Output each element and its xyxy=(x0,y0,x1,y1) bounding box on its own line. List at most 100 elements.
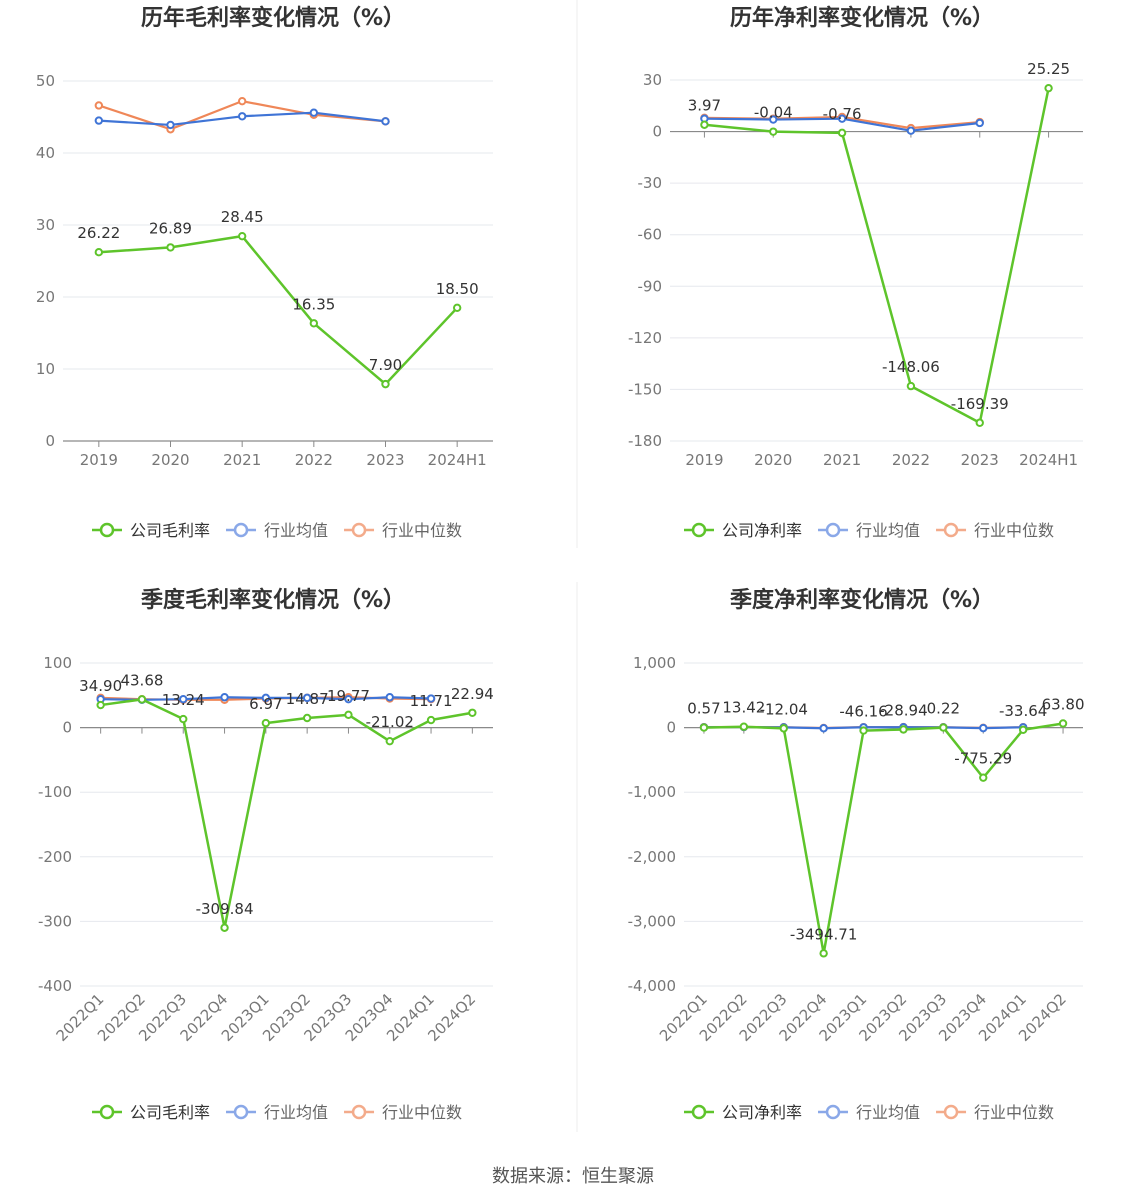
x-tick-label: 2021 xyxy=(223,451,261,469)
legend-item-company[interactable]: 公司净利率 xyxy=(684,521,802,540)
data-point[interactable] xyxy=(426,715,436,725)
data-point[interactable] xyxy=(94,101,104,110)
data-label: 26.89 xyxy=(149,219,192,237)
legend-item-industry-median[interactable]: 行业中位数 xyxy=(936,521,1054,540)
data-label: -169.39 xyxy=(951,395,1009,413)
data-point[interactable] xyxy=(468,708,477,717)
legend-item-industry-average[interactable]: 行业均值 xyxy=(818,1103,920,1122)
data-point[interactable] xyxy=(699,723,709,732)
data-point[interactable] xyxy=(700,120,709,129)
legend-item-industry-average[interactable]: 行业均值 xyxy=(226,1103,328,1122)
data-point[interactable] xyxy=(426,694,436,703)
legend-marker xyxy=(233,1104,249,1120)
data-point[interactable] xyxy=(237,112,247,121)
data-label: 34.90 xyxy=(79,677,122,695)
legend-item-industry-median[interactable]: 行业中位数 xyxy=(344,1103,462,1122)
series-line-company xyxy=(703,722,1064,955)
y-tick-label: -4,000 xyxy=(628,977,676,995)
data-point[interactable] xyxy=(381,117,390,126)
data-point[interactable] xyxy=(309,108,319,117)
data-point[interactable] xyxy=(1018,725,1028,734)
data-point[interactable] xyxy=(302,693,312,703)
chart-title: 季度毛利率变化情况（%） xyxy=(141,587,405,613)
legend-label: 行业均值 xyxy=(856,1103,920,1122)
y-tick-label: 30 xyxy=(643,71,662,89)
data-point[interactable] xyxy=(385,736,394,746)
data-point[interactable] xyxy=(1044,83,1053,93)
data-point[interactable] xyxy=(452,303,462,312)
legend-item-industry-average[interactable]: 行业均值 xyxy=(818,521,920,540)
data-label: -21.02 xyxy=(366,713,414,731)
data-point[interactable] xyxy=(906,126,916,135)
y-tick-label: -60 xyxy=(638,226,663,244)
data-point[interactable] xyxy=(237,231,247,241)
data-point[interactable] xyxy=(166,243,175,252)
x-tick-label: 2022 xyxy=(295,451,333,469)
legend-item-company[interactable]: 公司毛利率 xyxy=(92,1103,210,1122)
data-point[interactable] xyxy=(979,773,988,782)
data-point[interactable] xyxy=(220,693,229,702)
x-tick-label: 2024H1 xyxy=(428,451,487,469)
data-point[interactable] xyxy=(309,319,319,328)
data-point[interactable] xyxy=(859,726,868,735)
data-point[interactable] xyxy=(94,248,104,257)
data-point[interactable] xyxy=(979,723,988,733)
data-point[interactable] xyxy=(739,722,749,731)
data-label: -3494.71 xyxy=(790,925,857,943)
data-point[interactable] xyxy=(137,695,147,704)
legend-item-industry-average[interactable]: 行业均值 xyxy=(226,521,328,540)
legend-label: 公司净利率 xyxy=(722,521,802,540)
chart-title: 季度净利率变化情况（%） xyxy=(730,587,994,613)
data-label: 28.45 xyxy=(221,208,264,226)
data-point[interactable] xyxy=(344,694,353,704)
data-label: -0.76 xyxy=(823,105,862,123)
legend-label: 公司净利率 xyxy=(722,1103,802,1122)
data-point[interactable] xyxy=(344,710,353,720)
data-label: 22.94 xyxy=(451,685,494,703)
data-point[interactable] xyxy=(179,694,188,704)
y-tick-label: 0 xyxy=(652,123,662,141)
y-tick-label: -2,000 xyxy=(628,848,676,866)
data-point[interactable] xyxy=(779,724,788,733)
data-point[interactable] xyxy=(237,96,247,106)
y-tick-label: -3,000 xyxy=(628,912,676,930)
data-point[interactable] xyxy=(975,418,984,427)
data-point[interactable] xyxy=(769,127,778,136)
legend-item-industry-median[interactable]: 行业中位数 xyxy=(936,1103,1054,1122)
legend-marker xyxy=(351,1104,367,1120)
data-point[interactable] xyxy=(906,381,916,391)
data-point[interactable] xyxy=(166,120,175,130)
data-label: -33.64 xyxy=(999,702,1047,720)
data-point[interactable] xyxy=(381,379,390,389)
legend-item-industry-median[interactable]: 行业中位数 xyxy=(344,521,462,540)
data-point[interactable] xyxy=(899,725,908,734)
data-point[interactable] xyxy=(96,700,105,710)
data-point[interactable] xyxy=(819,949,828,958)
data-point[interactable] xyxy=(939,723,948,732)
y-tick-label: -1,000 xyxy=(628,783,676,801)
legend-item-company[interactable]: 公司毛利率 xyxy=(92,521,210,540)
data-point[interactable] xyxy=(220,923,229,932)
data-point[interactable] xyxy=(261,693,271,703)
data-point[interactable] xyxy=(837,114,847,123)
y-tick-label: 30 xyxy=(36,216,55,234)
data-point[interactable] xyxy=(261,718,271,728)
data-point[interactable] xyxy=(975,118,984,128)
legend-item-company[interactable]: 公司净利率 xyxy=(684,1103,802,1122)
data-point[interactable] xyxy=(769,115,778,124)
data-label: -0.04 xyxy=(754,104,793,122)
data-point[interactable] xyxy=(385,693,394,702)
y-tick-label: -90 xyxy=(638,277,663,295)
data-point[interactable] xyxy=(837,128,847,138)
y-tick-label: 1,000 xyxy=(633,654,676,672)
data-label: 13.24 xyxy=(162,691,205,709)
data-point[interactable] xyxy=(1058,719,1068,728)
data-point[interactable] xyxy=(94,116,104,125)
data-point[interactable] xyxy=(819,724,828,733)
data-point[interactable] xyxy=(179,714,188,724)
data-point[interactable] xyxy=(302,713,312,723)
series-line-company xyxy=(98,234,459,386)
legend-marker xyxy=(233,522,249,538)
y-tick-label: -180 xyxy=(628,432,662,450)
